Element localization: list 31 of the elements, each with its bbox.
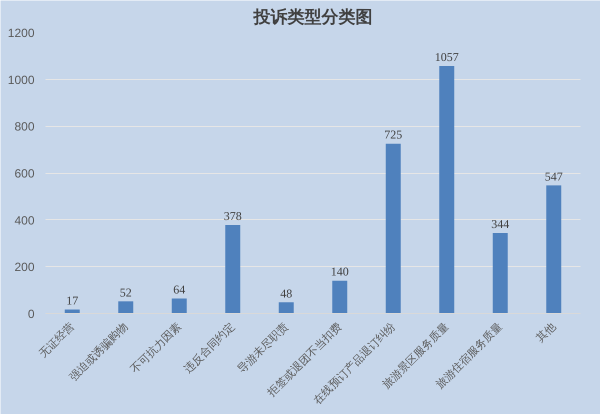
data-label: 48 [280, 286, 292, 300]
bar [439, 66, 454, 314]
data-label: 140 [330, 264, 349, 279]
y-tick-label: 400 [14, 213, 35, 228]
bar [492, 232, 508, 314]
data-label: 378 [224, 208, 242, 223]
data-label: 17 [66, 294, 78, 308]
y-tick-label: 800 [14, 120, 35, 134]
data-label: 1057 [434, 50, 459, 64]
y-tick-label: 0 [28, 307, 35, 321]
x-tick-label: 违反合同约定 [181, 320, 238, 376]
x-tick-label: 不可抗力因素 [128, 320, 184, 376]
y-tick-label: 600 [14, 166, 35, 180]
data-label: 52 [120, 285, 132, 300]
data-label: 725 [384, 128, 402, 142]
bar [546, 185, 562, 314]
bar [278, 302, 294, 314]
y-tick-label: 200 [14, 260, 35, 274]
x-tick-label: 无证经营 [36, 320, 77, 360]
chart-title: 投诉类型分类图 [252, 8, 372, 28]
bar [172, 298, 187, 314]
y-tick-label: 1200 [8, 26, 35, 40]
bar [225, 224, 240, 314]
data-label: 547 [544, 169, 563, 184]
bar [332, 280, 348, 314]
bar [118, 301, 134, 314]
data-label: 344 [491, 216, 510, 231]
x-tick-label: 其他 [534, 320, 558, 345]
bar [386, 144, 401, 314]
data-label: 64 [173, 282, 186, 297]
y-tick-label: 1000 [8, 72, 35, 87]
